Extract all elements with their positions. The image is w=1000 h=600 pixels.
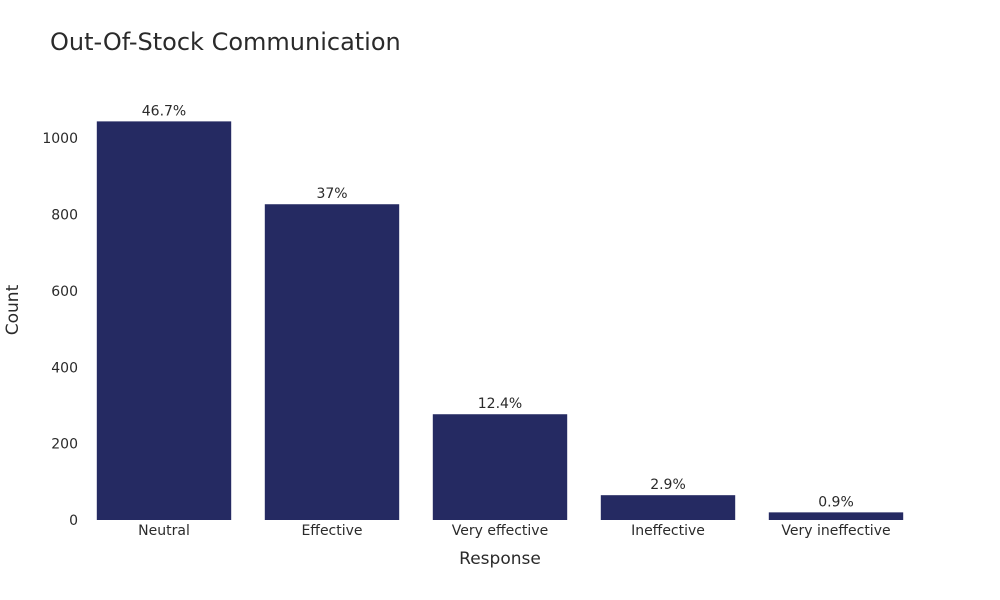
bar — [600, 495, 736, 520]
bar-data-label: 0.9% — [818, 494, 854, 510]
data-labels: 46.7% 37% 12.4% 2.9% 0.9% — [142, 103, 854, 510]
x-axis-label: Response — [459, 549, 541, 569]
y-tick-label: 0 — [69, 513, 78, 529]
bar — [432, 414, 568, 520]
bar-data-label: 12.4% — [478, 396, 522, 412]
y-tick-label: 200 — [51, 437, 78, 453]
bar — [264, 204, 400, 520]
y-axis: 0 200 400 600 800 1000 — [42, 131, 78, 529]
y-tick-label: 1000 — [42, 131, 78, 147]
bars — [96, 121, 904, 520]
bar-data-label: 37% — [316, 186, 347, 202]
x-tick-label: Very effective — [452, 523, 548, 539]
y-tick-label: 800 — [51, 208, 78, 224]
bar-data-label: 2.9% — [650, 477, 686, 493]
y-tick-label: 400 — [51, 360, 78, 376]
x-tick-label: Effective — [301, 523, 362, 539]
bar — [768, 512, 904, 520]
x-tick-label: Very ineffective — [781, 523, 890, 539]
bar — [96, 121, 232, 520]
x-tick-label: Neutral — [138, 523, 190, 539]
bar-data-label: 46.7% — [142, 103, 186, 119]
y-tick-label: 600 — [51, 284, 78, 300]
chart-title: Out-Of-Stock Communication — [50, 28, 401, 56]
y-axis-label: Count — [3, 284, 23, 335]
x-axis: Neutral Effective Very effective Ineffectiv… — [138, 523, 890, 539]
x-tick-label: Ineffective — [631, 523, 705, 539]
